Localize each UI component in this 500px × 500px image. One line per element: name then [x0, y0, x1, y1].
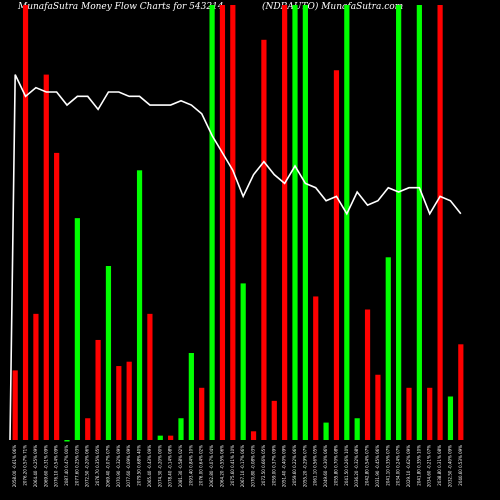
x-tick-label: 2051.40 -0.40% 09%	[282, 445, 287, 487]
x-tick-label: 2075.60 0.41% 10%	[230, 445, 235, 486]
x-tick-label: 2078.40 -0.14% 08%	[168, 445, 173, 487]
x-tick-label: 2059.00 0.37% 09%	[271, 445, 276, 486]
bar-35	[375, 374, 381, 440]
x-tick-label: 2072.50 -0.20% 06%	[85, 445, 90, 487]
bar-6	[74, 218, 80, 440]
x-tick-label: 2041.10 0.35% 07%	[385, 445, 390, 486]
bar-1	[22, 5, 29, 440]
x-tick-label: 2058.00 -0.61% 06%	[12, 445, 17, 487]
x-tick-label: 2074.30 -0.20% 00%	[157, 445, 162, 487]
x-tick-label: 2077.60 -0.09% 09%	[126, 445, 131, 487]
x-tick-label: 2036.20 -0.32% 08%	[354, 445, 359, 487]
x-tick-label: 2069.40 -0.07% 07%	[105, 445, 110, 487]
bar-40	[427, 387, 433, 440]
bar-39	[416, 5, 422, 440]
x-tick-label: 2040.60 0.53% 09%	[458, 445, 463, 486]
bar-34	[364, 309, 371, 440]
bar-25	[271, 400, 277, 440]
x-tick-label: 2065.40 -0.43% 09%	[147, 445, 152, 487]
bar-8	[95, 339, 101, 440]
bar-27	[292, 5, 298, 440]
chart-subtitle: (NDRAUTO) MunafaSutra.com	[262, 2, 404, 12]
x-tick-label: 2064.20 -0.55% 06%	[219, 445, 224, 487]
bar-23	[250, 431, 257, 440]
money-flow-line	[9, 74, 462, 441]
bar-21	[230, 5, 236, 440]
x-tick-label: 2061.10 0.56% 05%	[313, 445, 318, 486]
bar-38	[406, 387, 412, 440]
chart-title: MunafaSutra Money Flow Charts for 543214	[18, 2, 224, 12]
bar-31	[333, 70, 340, 440]
bar-11	[126, 361, 132, 440]
x-tick-label: 2041.50 0.26% 10%	[344, 445, 349, 486]
bar-12	[136, 170, 143, 441]
bar-22	[240, 283, 246, 440]
bar-41	[437, 5, 443, 440]
bar-26	[282, 5, 288, 440]
bar-37	[396, 5, 402, 440]
x-tick-label: 2076.10 -0.54% 09%	[54, 445, 59, 487]
bar-33	[354, 418, 360, 440]
bar-5	[64, 440, 70, 442]
x-tick-label: 2032.50 -0.40% 09%	[447, 445, 452, 487]
x-tick-label: 2067.10 -0.17% 06%	[240, 445, 245, 487]
bar-14	[157, 435, 163, 440]
x-tick-label: 2081.30 -0.58% 02%	[178, 445, 183, 487]
bar-32	[344, 5, 350, 440]
line-layer	[9, 74, 462, 441]
x-tick-label: 2076.00 0.64% 02%	[199, 445, 204, 486]
bar-2	[33, 313, 39, 440]
bar-28	[302, 5, 308, 440]
bar-0	[12, 370, 18, 440]
x-tick-label: 2076.20 0.57% 71%	[23, 445, 28, 486]
x-tick-label: 2070.90 -0.32% 09%	[116, 445, 121, 487]
x-tick-label: 2064.40 -0.25% 09%	[33, 445, 38, 487]
x-tick-label: 2087.40 0.47% 00%	[64, 445, 69, 486]
x-tick-label: 2034.00 0.24% 07%	[396, 445, 401, 486]
bar-43	[458, 344, 464, 440]
bar-20	[219, 5, 226, 440]
x-tick-label: 2070.80 -0.08% 03%	[251, 445, 256, 487]
bars-layer	[12, 5, 464, 442]
x-tick-label: 2077.60 0.25% 03%	[74, 445, 79, 486]
x-tick-label: 2062.80 -0.07% 04%	[209, 445, 214, 487]
x-tick-label: 2076.70 0.35% 05%	[95, 445, 100, 486]
bar-19	[209, 5, 215, 440]
bar-13	[147, 313, 153, 440]
bar-30	[323, 422, 329, 440]
x-tick-label: 2042.80 0.54% 07%	[365, 445, 370, 486]
bar-42	[447, 396, 454, 440]
bar-24	[261, 39, 267, 441]
bar-10	[116, 366, 122, 440]
bar-4	[54, 152, 60, 440]
bar-7	[85, 418, 91, 440]
x-tick-label: 2093.40 0.84% 10%	[188, 445, 193, 486]
x-tick-label: 2038.80 0.31% 08%	[437, 445, 442, 486]
x-tick-label: 2029.10 -0.62% 09%	[406, 445, 411, 487]
bar-29	[313, 296, 319, 440]
bar-16	[178, 418, 184, 440]
x-tick-label: 2055.20 -0.29% 07%	[302, 445, 307, 487]
x-tick-label: 2079.50 0.68% 40%	[137, 445, 142, 486]
bar-17	[188, 353, 194, 440]
bar-36	[385, 257, 391, 440]
x-tick-label: 2059.60 0.22% 06%	[292, 445, 297, 486]
x-tick-label: 2069.60 -0.31% 09%	[43, 445, 48, 487]
bar-18	[199, 387, 205, 440]
x-tick-label: 2055.80 0.70% 08%	[333, 445, 338, 486]
x-tick-label: 2031.90 -0.45% 06%	[375, 445, 380, 487]
bar-15	[168, 435, 174, 440]
x-tick-label: 2041.80 0.35% 10%	[416, 445, 421, 486]
bar-9	[105, 266, 112, 440]
x-tick-label: 2072.50 0.66% 05%	[261, 445, 266, 486]
x-tick-label: 2049.60 -0.30% 06%	[323, 445, 328, 487]
x-tick-label: 2034.60 -0.21% 07%	[427, 445, 432, 487]
x-axis-labels: 2058.00 -0.61% 06% 2076.20 0.57% 71% 2064.…	[12, 445, 463, 487]
bar-3	[43, 74, 49, 440]
